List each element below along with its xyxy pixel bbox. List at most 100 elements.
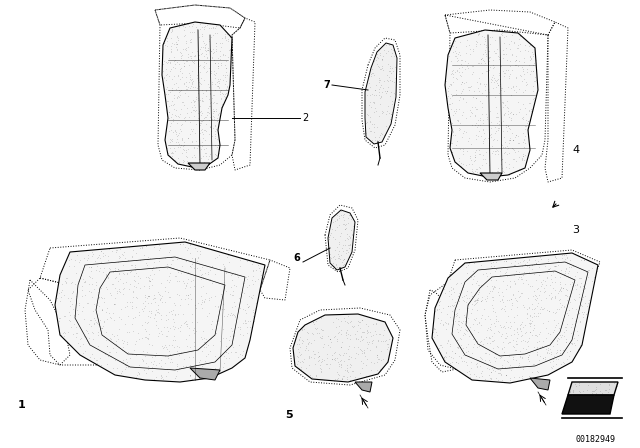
Point: [481, 111, 491, 118]
Point: [369, 359, 380, 366]
Point: [524, 304, 534, 311]
Point: [534, 356, 544, 363]
Point: [184, 69, 195, 77]
Point: [221, 366, 231, 373]
Point: [163, 149, 173, 156]
Point: [218, 93, 228, 100]
Point: [220, 306, 230, 313]
Point: [513, 62, 524, 69]
Point: [580, 268, 591, 275]
Point: [200, 289, 211, 297]
Point: [435, 297, 445, 305]
Point: [495, 118, 506, 125]
Point: [188, 52, 198, 59]
Point: [84, 273, 95, 280]
Point: [521, 122, 531, 129]
Point: [481, 149, 491, 156]
Point: [352, 327, 362, 335]
Point: [508, 110, 518, 117]
Point: [301, 344, 311, 351]
Point: [344, 353, 354, 360]
Point: [100, 271, 111, 279]
Point: [165, 139, 175, 146]
Point: [502, 108, 513, 115]
Point: [506, 114, 516, 121]
Point: [454, 126, 464, 134]
Point: [335, 318, 346, 325]
Point: [473, 85, 483, 92]
Point: [381, 90, 391, 97]
Point: [596, 389, 607, 396]
Point: [302, 335, 312, 342]
Point: [570, 380, 580, 388]
Point: [68, 306, 79, 313]
Point: [221, 65, 231, 72]
Point: [82, 256, 92, 263]
Point: [319, 340, 330, 348]
Point: [218, 52, 228, 59]
Point: [193, 94, 203, 101]
Point: [447, 355, 458, 362]
Point: [497, 362, 508, 369]
Point: [483, 360, 493, 367]
Point: [172, 368, 182, 375]
Point: [476, 282, 486, 289]
Point: [492, 77, 502, 84]
Point: [509, 331, 520, 338]
Point: [523, 337, 533, 345]
Point: [457, 133, 467, 140]
Point: [541, 306, 552, 314]
Point: [187, 310, 197, 317]
Point: [56, 289, 66, 296]
Point: [502, 272, 512, 279]
Point: [209, 107, 219, 114]
Point: [525, 53, 535, 60]
Point: [537, 372, 547, 379]
Point: [198, 63, 209, 70]
Point: [343, 346, 353, 353]
Point: [492, 109, 502, 116]
Point: [604, 381, 614, 388]
Point: [454, 105, 465, 112]
Point: [84, 320, 94, 327]
Point: [126, 267, 136, 275]
Point: [498, 278, 508, 285]
Point: [358, 328, 369, 336]
Point: [292, 357, 303, 364]
Point: [488, 338, 498, 345]
Point: [439, 353, 449, 361]
Point: [381, 110, 392, 117]
Point: [498, 100, 508, 107]
Point: [222, 71, 232, 78]
Point: [135, 285, 145, 292]
Point: [133, 368, 143, 375]
Point: [294, 348, 304, 355]
Point: [86, 316, 96, 323]
Point: [480, 315, 490, 323]
Point: [465, 155, 476, 162]
Point: [223, 38, 233, 45]
Point: [438, 320, 448, 327]
Point: [209, 48, 220, 55]
Point: [383, 47, 393, 55]
Point: [133, 330, 143, 337]
Point: [609, 388, 620, 395]
Point: [195, 119, 205, 126]
Point: [111, 337, 121, 345]
Point: [231, 349, 241, 356]
Point: [479, 34, 489, 41]
Point: [235, 304, 245, 311]
Point: [504, 171, 514, 178]
Point: [88, 330, 98, 337]
Point: [474, 151, 484, 158]
Point: [372, 137, 382, 144]
Point: [556, 332, 566, 339]
Point: [183, 53, 193, 60]
Point: [118, 248, 129, 255]
Point: [451, 75, 461, 82]
Point: [513, 350, 523, 358]
Point: [217, 35, 227, 42]
Point: [140, 302, 150, 310]
Point: [514, 293, 524, 300]
Point: [355, 370, 365, 377]
